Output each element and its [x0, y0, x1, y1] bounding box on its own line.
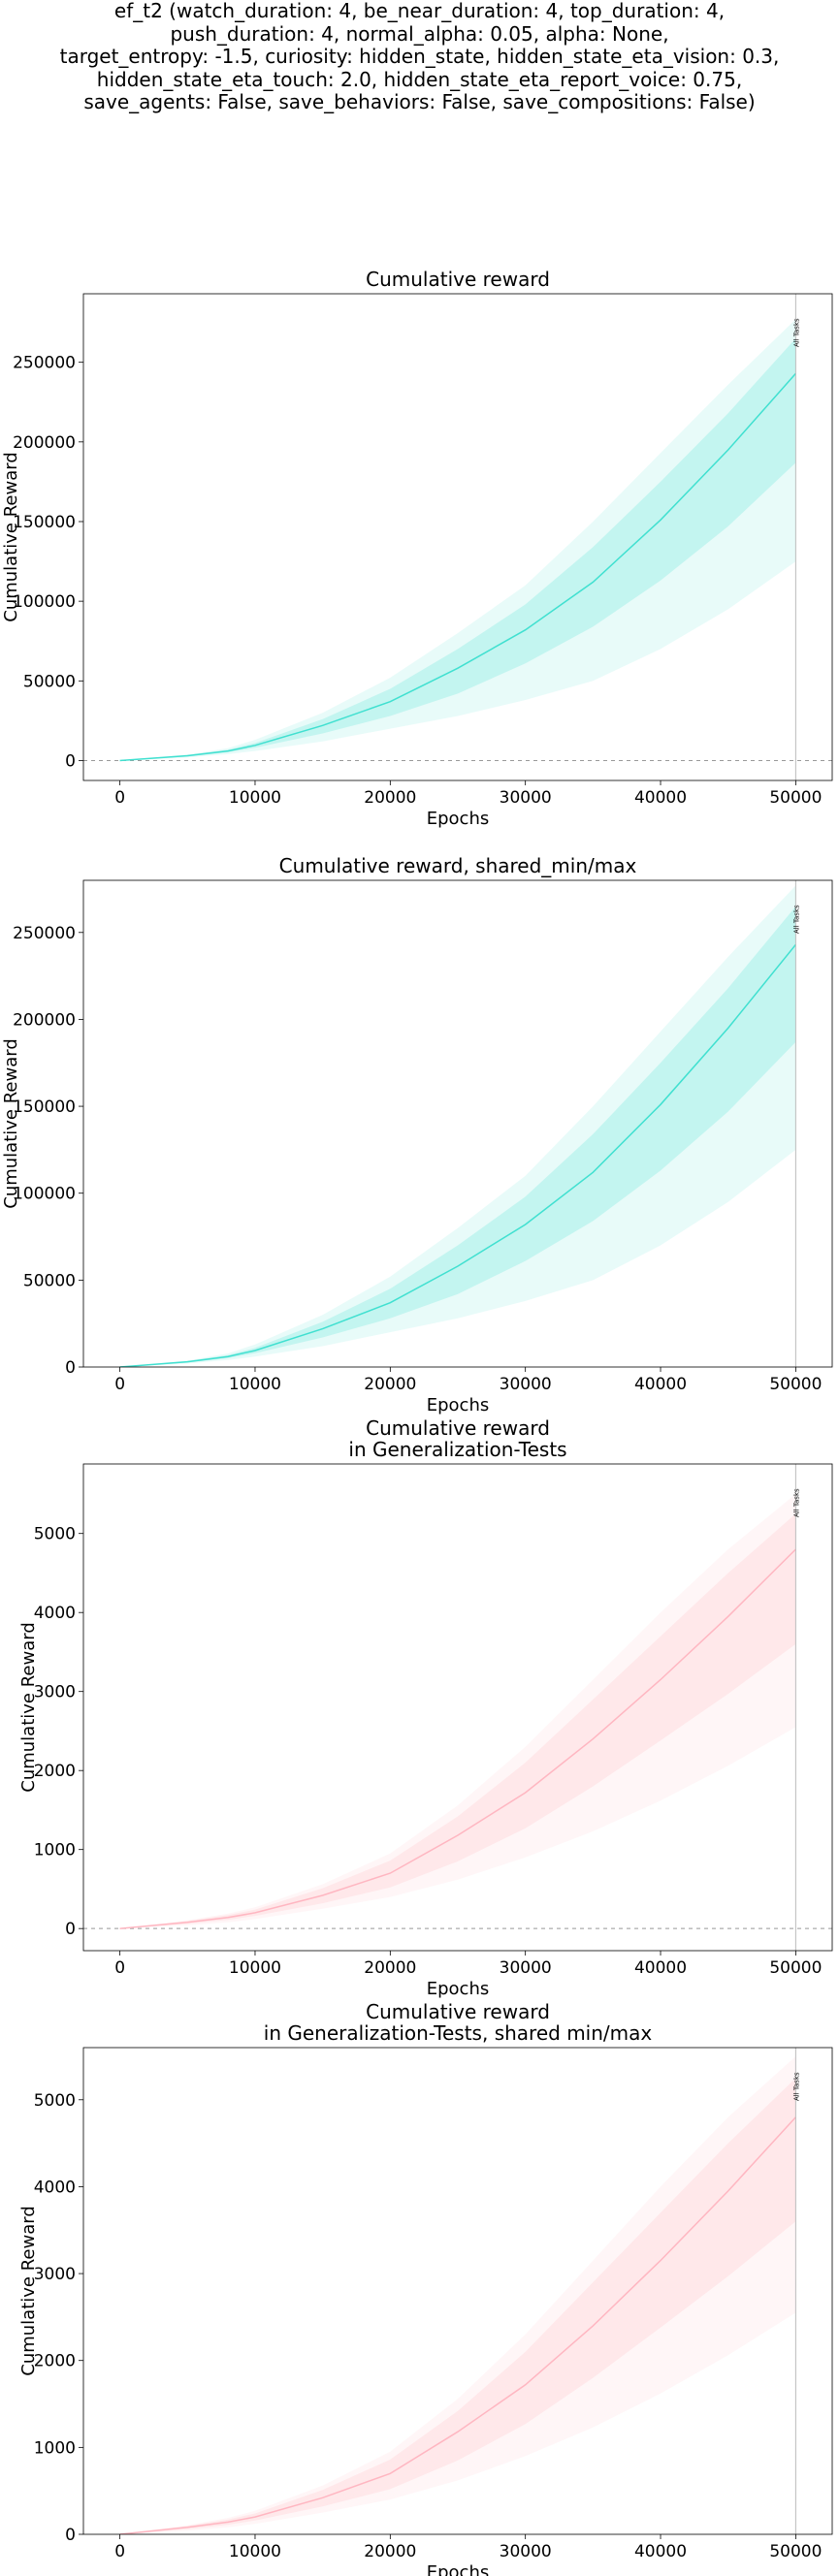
figure-title: ef_t2 (watch_duration: 4, be_near_durati… — [0, 0, 839, 114]
chart-title: Cumulative reward — [366, 1416, 550, 1440]
x-tick-label: 30000 — [500, 1375, 552, 1394]
chart-title: Cumulative reward — [366, 2000, 550, 2023]
x-tick-label: 30000 — [500, 1958, 552, 1978]
y-tick-label: 50000 — [23, 672, 76, 691]
x-tick-label: 30000 — [500, 788, 552, 808]
chart-panel: All Tasks 0 10000 20000 30000 40000 50000 0 1000… — [18, 1416, 833, 1999]
chart-title: in Generalization-Tests, shared min/max — [264, 2021, 653, 2045]
plot-area — [83, 1464, 832, 1951]
axes-frame — [82, 2047, 833, 2535]
mean-line — [119, 372, 796, 762]
mean-line — [119, 943, 796, 1367]
y-tick-label: 250000 — [13, 354, 76, 373]
figure-title-line: save_agents: False, save_behaviors: Fals… — [83, 90, 756, 113]
mean-line — [119, 1548, 796, 1929]
x-axis-label: Epochs — [427, 809, 490, 829]
min-max-band — [119, 319, 796, 761]
y-tick-label: 200000 — [13, 433, 76, 453]
x-tick-label: 50000 — [769, 1375, 822, 1394]
y-axis-label: Cumulative Reward — [18, 2206, 39, 2376]
x-tick-label: 20000 — [364, 1958, 416, 1978]
y-tick-label: 0 — [65, 751, 76, 771]
figure-title-line: hidden_state_eta_touch: 2.0, hidden_stat… — [96, 67, 743, 91]
x-tick-label: 10000 — [229, 1958, 281, 1978]
x-tick-label: 50000 — [769, 2542, 822, 2561]
y-axis-label: Cumulative Reward — [1, 1038, 21, 1209]
chart-title: in Generalization-Tests — [348, 1438, 566, 1461]
axes-frame — [82, 293, 833, 781]
quantile-band — [119, 2078, 796, 2534]
plot-area — [119, 2048, 796, 2534]
figure-title-line: target_entropy: -1.5, curiosity: hidden_… — [59, 45, 780, 68]
x-tick-label: 10000 — [229, 2542, 281, 2561]
x-tick-label: 10000 — [229, 1375, 281, 1394]
x-tick-label: 30000 — [500, 2542, 552, 2561]
plot-area — [83, 294, 832, 780]
quantile-band — [119, 1513, 796, 1929]
x-tick-label: 50000 — [769, 788, 822, 808]
y-tick-label: 150000 — [13, 1097, 76, 1117]
x-tick-label: 0 — [114, 1375, 125, 1394]
y-tick-label: 2000 — [34, 1762, 76, 1781]
y-tick-label: 4000 — [34, 2178, 76, 2197]
y-axis-label: Cumulative Reward — [18, 1622, 39, 1793]
chart-panel: All Tasks 0 10000 20000 30000 40000 50000 0 5000… — [1, 854, 833, 1415]
y-tick-label: 2000 — [34, 2352, 76, 2371]
y-tick-label: 100000 — [13, 592, 76, 612]
y-tick-label: 50000 — [23, 1271, 76, 1290]
chart-panel: All Tasks 0 10000 20000 30000 40000 50000 0 1000… — [18, 2000, 833, 2576]
x-tick-label: 0 — [114, 1958, 125, 1978]
y-tick-label: 1000 — [34, 1841, 76, 1860]
x-axis-label: Epochs — [427, 1979, 490, 1999]
task-marker-label: All Tasks — [792, 905, 800, 934]
task-marker-label: All Tasks — [792, 1488, 800, 1517]
y-tick-label: 250000 — [13, 924, 76, 943]
figure-title-line: push_duration: 4, normal_alpha: 0.05, al… — [170, 21, 669, 46]
x-tick-label: 40000 — [634, 788, 687, 808]
y-tick-label: 5000 — [34, 1525, 76, 1544]
quantile-band — [119, 906, 796, 1367]
x-axis-label: Epochs — [427, 1395, 490, 1415]
min-max-band — [119, 1494, 796, 1929]
y-tick-label: 4000 — [34, 1604, 76, 1623]
x-tick-label: 0 — [114, 2542, 125, 2561]
axes-frame — [82, 879, 833, 1368]
x-tick-label: 50000 — [769, 1958, 822, 1978]
y-tick-label: 3000 — [34, 1683, 76, 1702]
x-tick-label: 40000 — [634, 1958, 687, 1978]
figure-title-line: ef_t2 (watch_duration: 4, be_near_durati… — [113, 0, 726, 22]
axes-frame — [82, 1463, 833, 1952]
y-axis-label: Cumulative Reward — [1, 452, 21, 622]
y-tick-label: 0 — [65, 1920, 76, 1939]
x-tick-label: 40000 — [634, 2542, 687, 2561]
x-tick-label: 20000 — [364, 788, 416, 808]
min-max-band — [119, 2056, 796, 2534]
y-tick-label: 5000 — [34, 2091, 76, 2111]
task-marker-label: All Tasks — [792, 2072, 800, 2101]
x-tick-label: 40000 — [634, 1375, 687, 1394]
y-tick-label: 0 — [65, 2526, 76, 2545]
x-tick-label: 20000 — [364, 2542, 416, 2561]
chart-title: Cumulative reward, shared_min/max — [279, 854, 637, 877]
task-marker-label: All Tasks — [792, 318, 800, 347]
plot-area — [119, 880, 796, 1367]
mean-line — [119, 2116, 796, 2534]
quantile-band — [119, 338, 796, 761]
y-tick-label: 0 — [65, 1358, 76, 1378]
min-max-band — [119, 885, 796, 1367]
y-tick-label: 100000 — [13, 1185, 76, 1204]
y-tick-label: 200000 — [13, 1010, 76, 1030]
chart-title: Cumulative reward — [366, 268, 550, 291]
y-tick-label: 150000 — [13, 513, 76, 532]
x-tick-label: 10000 — [229, 788, 281, 808]
x-tick-label: 20000 — [364, 1375, 416, 1394]
y-tick-label: 1000 — [34, 2438, 76, 2458]
x-axis-label: Epochs — [427, 2562, 490, 2576]
chart-panel: All Tasks 0 10000 20000 30000 40000 50000 0 5000… — [1, 268, 833, 829]
y-tick-label: 3000 — [34, 2265, 76, 2284]
x-tick-label: 0 — [114, 788, 125, 808]
